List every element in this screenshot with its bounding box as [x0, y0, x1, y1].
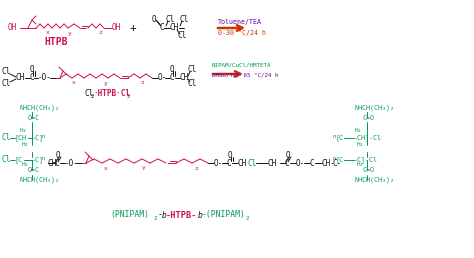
- Text: NIPAM/CuCl/HMTETA: NIPAM/CuCl/HMTETA: [212, 62, 272, 68]
- Text: +: +: [129, 23, 137, 33]
- Text: b: b: [162, 211, 167, 220]
- Text: x: x: [104, 165, 108, 171]
- Text: CH: CH: [180, 74, 189, 83]
- Text: -C]: -C]: [32, 157, 44, 163]
- Text: O-: O-: [214, 158, 223, 167]
- Text: [CH: [CH: [15, 135, 27, 141]
- Text: O: O: [170, 66, 174, 75]
- Text: OH: OH: [112, 23, 121, 33]
- Text: [C: [C: [336, 135, 344, 141]
- Text: Cl: Cl: [85, 90, 94, 99]
- Text: H₂: H₂: [22, 142, 29, 148]
- Text: CH-: CH-: [322, 158, 336, 167]
- Text: DMSO/THF 65 °C/24 h: DMSO/THF 65 °C/24 h: [212, 72, 279, 77]
- Text: O: O: [286, 150, 291, 159]
- Text: x: x: [46, 30, 50, 36]
- Text: CH: CH: [268, 158, 277, 167]
- Text: -CH]-Cl: -CH]-Cl: [354, 135, 382, 141]
- Text: C: C: [30, 74, 35, 83]
- Text: NHCH(CH₃)₂: NHCH(CH₃)₂: [20, 105, 60, 111]
- Text: O: O: [30, 66, 35, 75]
- Text: 0-30 °C/24 h: 0-30 °C/24 h: [218, 30, 266, 36]
- Text: NHCH(CH₃)₂: NHCH(CH₃)₂: [355, 105, 395, 111]
- Text: CH: CH: [16, 74, 25, 83]
- Text: z: z: [98, 30, 102, 36]
- Text: b: b: [198, 211, 203, 220]
- Text: Cl: Cl: [166, 14, 175, 23]
- Text: x: x: [72, 80, 76, 85]
- Text: H₂: H₂: [355, 127, 362, 133]
- Text: O-: O-: [158, 74, 167, 83]
- Text: Cl: Cl: [248, 158, 257, 167]
- Text: C=O: C=O: [363, 115, 375, 121]
- Text: Cl: Cl: [188, 78, 197, 87]
- Text: O=C: O=C: [28, 115, 40, 121]
- Text: CH: CH: [238, 158, 247, 167]
- Text: C: C: [55, 158, 60, 167]
- Text: n: n: [42, 133, 45, 139]
- Text: -HTPB-: -HTPB-: [166, 211, 198, 220]
- Text: -O-: -O-: [65, 158, 79, 167]
- Text: O=C: O=C: [28, 167, 40, 173]
- Text: CH: CH: [48, 158, 57, 167]
- Text: n: n: [333, 156, 336, 160]
- Text: 2: 2: [91, 94, 94, 100]
- Text: n: n: [42, 156, 45, 160]
- Text: HTPB: HTPB: [44, 37, 68, 47]
- Text: (PNIPAM): (PNIPAM): [110, 211, 149, 220]
- Text: n: n: [333, 133, 336, 139]
- Text: O: O: [152, 14, 156, 23]
- Text: C: C: [160, 23, 164, 33]
- Text: C: C: [285, 158, 290, 167]
- Text: Cl: Cl: [180, 14, 189, 23]
- Text: y: y: [104, 80, 108, 85]
- Text: O: O: [228, 150, 233, 159]
- Text: -C]: -C]: [32, 135, 44, 141]
- Text: O: O: [56, 150, 61, 159]
- Text: -(PNIPAM): -(PNIPAM): [202, 211, 246, 220]
- Text: C: C: [310, 158, 315, 167]
- Text: 2: 2: [154, 215, 157, 221]
- Text: H₂: H₂: [22, 163, 29, 167]
- Text: Cl: Cl: [178, 31, 187, 41]
- Text: Cl: Cl: [2, 156, 11, 165]
- Text: H₂: H₂: [20, 127, 27, 133]
- Text: -C]-Cl: -C]-Cl: [354, 157, 378, 163]
- Text: z: z: [194, 165, 198, 171]
- Text: [C: [C: [336, 157, 344, 163]
- Text: Cl: Cl: [2, 78, 11, 87]
- Text: -O-: -O-: [38, 74, 52, 83]
- Text: ·HTPB·Cl: ·HTPB·Cl: [93, 90, 130, 99]
- Text: Cl: Cl: [2, 133, 11, 142]
- Text: C: C: [227, 158, 232, 167]
- Text: 2: 2: [246, 215, 249, 221]
- Text: z: z: [140, 80, 144, 85]
- Text: CH: CH: [170, 23, 179, 33]
- Text: NHCH(CH₃)₂: NHCH(CH₃)₂: [20, 177, 60, 183]
- Text: Cl: Cl: [2, 68, 11, 77]
- Text: y: y: [142, 165, 146, 171]
- Text: 2: 2: [127, 94, 130, 100]
- Text: H₂: H₂: [357, 142, 364, 148]
- Text: [C: [C: [15, 157, 23, 163]
- Text: H₂: H₂: [357, 163, 364, 167]
- Text: Toluene/TEA: Toluene/TEA: [218, 19, 262, 25]
- Text: C-: C-: [333, 158, 342, 167]
- Text: C=O: C=O: [363, 167, 375, 173]
- Text: C: C: [170, 74, 174, 83]
- Text: NHCH(CH₃)₂: NHCH(CH₃)₂: [355, 177, 395, 183]
- Text: y: y: [68, 30, 72, 36]
- Text: Cl: Cl: [188, 66, 197, 75]
- Text: OH: OH: [8, 23, 17, 33]
- Text: -: -: [158, 211, 163, 220]
- Text: O-: O-: [296, 158, 305, 167]
